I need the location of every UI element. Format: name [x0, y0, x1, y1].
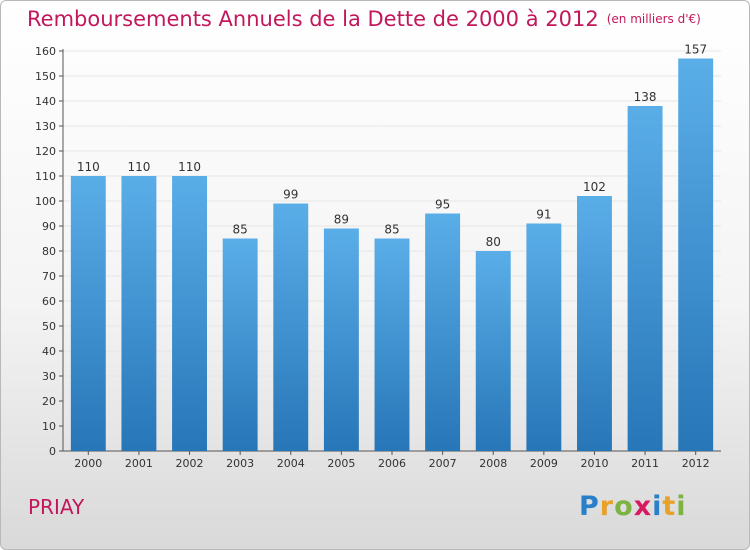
commune-name: PRIAY [28, 495, 85, 519]
x-tick-label: 2004 [277, 457, 305, 470]
value-label: 102 [583, 180, 606, 194]
value-label: 157 [684, 43, 707, 57]
y-tick-label: 80 [42, 245, 56, 258]
bar-2011 [627, 106, 663, 451]
data-labels: 110 110 110 85 99 89 85 95 80 91 102 138 157 [77, 43, 707, 250]
y-tick-label: 160 [35, 45, 56, 58]
logo-letter: P [579, 491, 600, 522]
logo-letter: o [614, 491, 634, 522]
y-tick-label: 60 [42, 295, 56, 308]
bar-2010 [576, 196, 612, 451]
value-label: 85 [384, 223, 399, 237]
x-tick-label: 2001 [125, 457, 153, 470]
value-label: 110 [127, 160, 150, 174]
bar-2002 [172, 176, 208, 451]
y-tick-label: 0 [49, 445, 56, 458]
y-tick-label: 100 [35, 195, 56, 208]
y-tick-label: 150 [35, 70, 56, 83]
bar-2000 [70, 176, 106, 451]
value-label: 110 [178, 160, 201, 174]
x-tick-label: 2011 [631, 457, 659, 470]
value-label: 85 [233, 223, 248, 237]
x-tick-label: 2010 [580, 457, 608, 470]
x-tick-label: 2007 [429, 457, 457, 470]
value-label: 95 [435, 198, 450, 212]
logo-letter: i [652, 491, 663, 522]
y-tick-label: 30 [42, 370, 56, 383]
title-text: Remboursements Annuels de la Dette de 20… [27, 7, 599, 31]
y-tick-label: 110 [35, 170, 56, 183]
bar-2001 [121, 176, 157, 451]
chart-title: Remboursements Annuels de la Dette de 20… [27, 7, 701, 31]
x-tick-label: 2005 [327, 457, 355, 470]
logo-letter: r [599, 491, 615, 522]
x-tick-label: 2000 [74, 457, 102, 470]
value-label: 99 [283, 188, 298, 202]
x-tick-label: 2012 [682, 457, 710, 470]
value-label: 80 [486, 235, 501, 249]
value-label: 89 [334, 213, 349, 227]
proxiti-logo: Proxiti [579, 491, 687, 522]
bar-2012 [678, 58, 714, 451]
y-tick-label: 140 [35, 95, 56, 108]
value-label: 91 [536, 208, 551, 222]
bar-2005 [323, 228, 359, 451]
y-tick-label: 40 [42, 345, 56, 358]
bar-2003 [222, 238, 258, 451]
logo-letter: i [676, 491, 687, 522]
x-tick-label: 2006 [378, 457, 406, 470]
x-tick-label: 2009 [530, 457, 558, 470]
value-label: 138 [634, 90, 657, 104]
y-tick-label: 120 [35, 145, 56, 158]
x-tick-label: 2002 [176, 457, 204, 470]
y-tick-label: 130 [35, 120, 56, 133]
chart-subtitle: (en milliers d'€) [606, 12, 701, 26]
value-label: 110 [77, 160, 100, 174]
logo-letter: x [633, 491, 653, 522]
y-tick-label: 20 [42, 395, 56, 408]
bar-2006 [374, 238, 410, 451]
bar-2007 [425, 213, 461, 451]
bar-2008 [475, 251, 511, 451]
x-tick-label: 2008 [479, 457, 507, 470]
axes: 0 10 20 30 40 50 60 70 80 90 100 110 120 130 140 150 160… [35, 45, 721, 470]
x-tick-label: 2003 [226, 457, 254, 470]
bar-2004 [273, 203, 309, 451]
bar-2009 [526, 223, 562, 451]
y-tick-label: 10 [42, 420, 56, 433]
bars [70, 58, 714, 451]
logo-letter: t [662, 491, 677, 522]
y-tick-label: 70 [42, 270, 56, 283]
y-tick-label: 90 [42, 220, 56, 233]
y-tick-label: 50 [42, 320, 56, 333]
